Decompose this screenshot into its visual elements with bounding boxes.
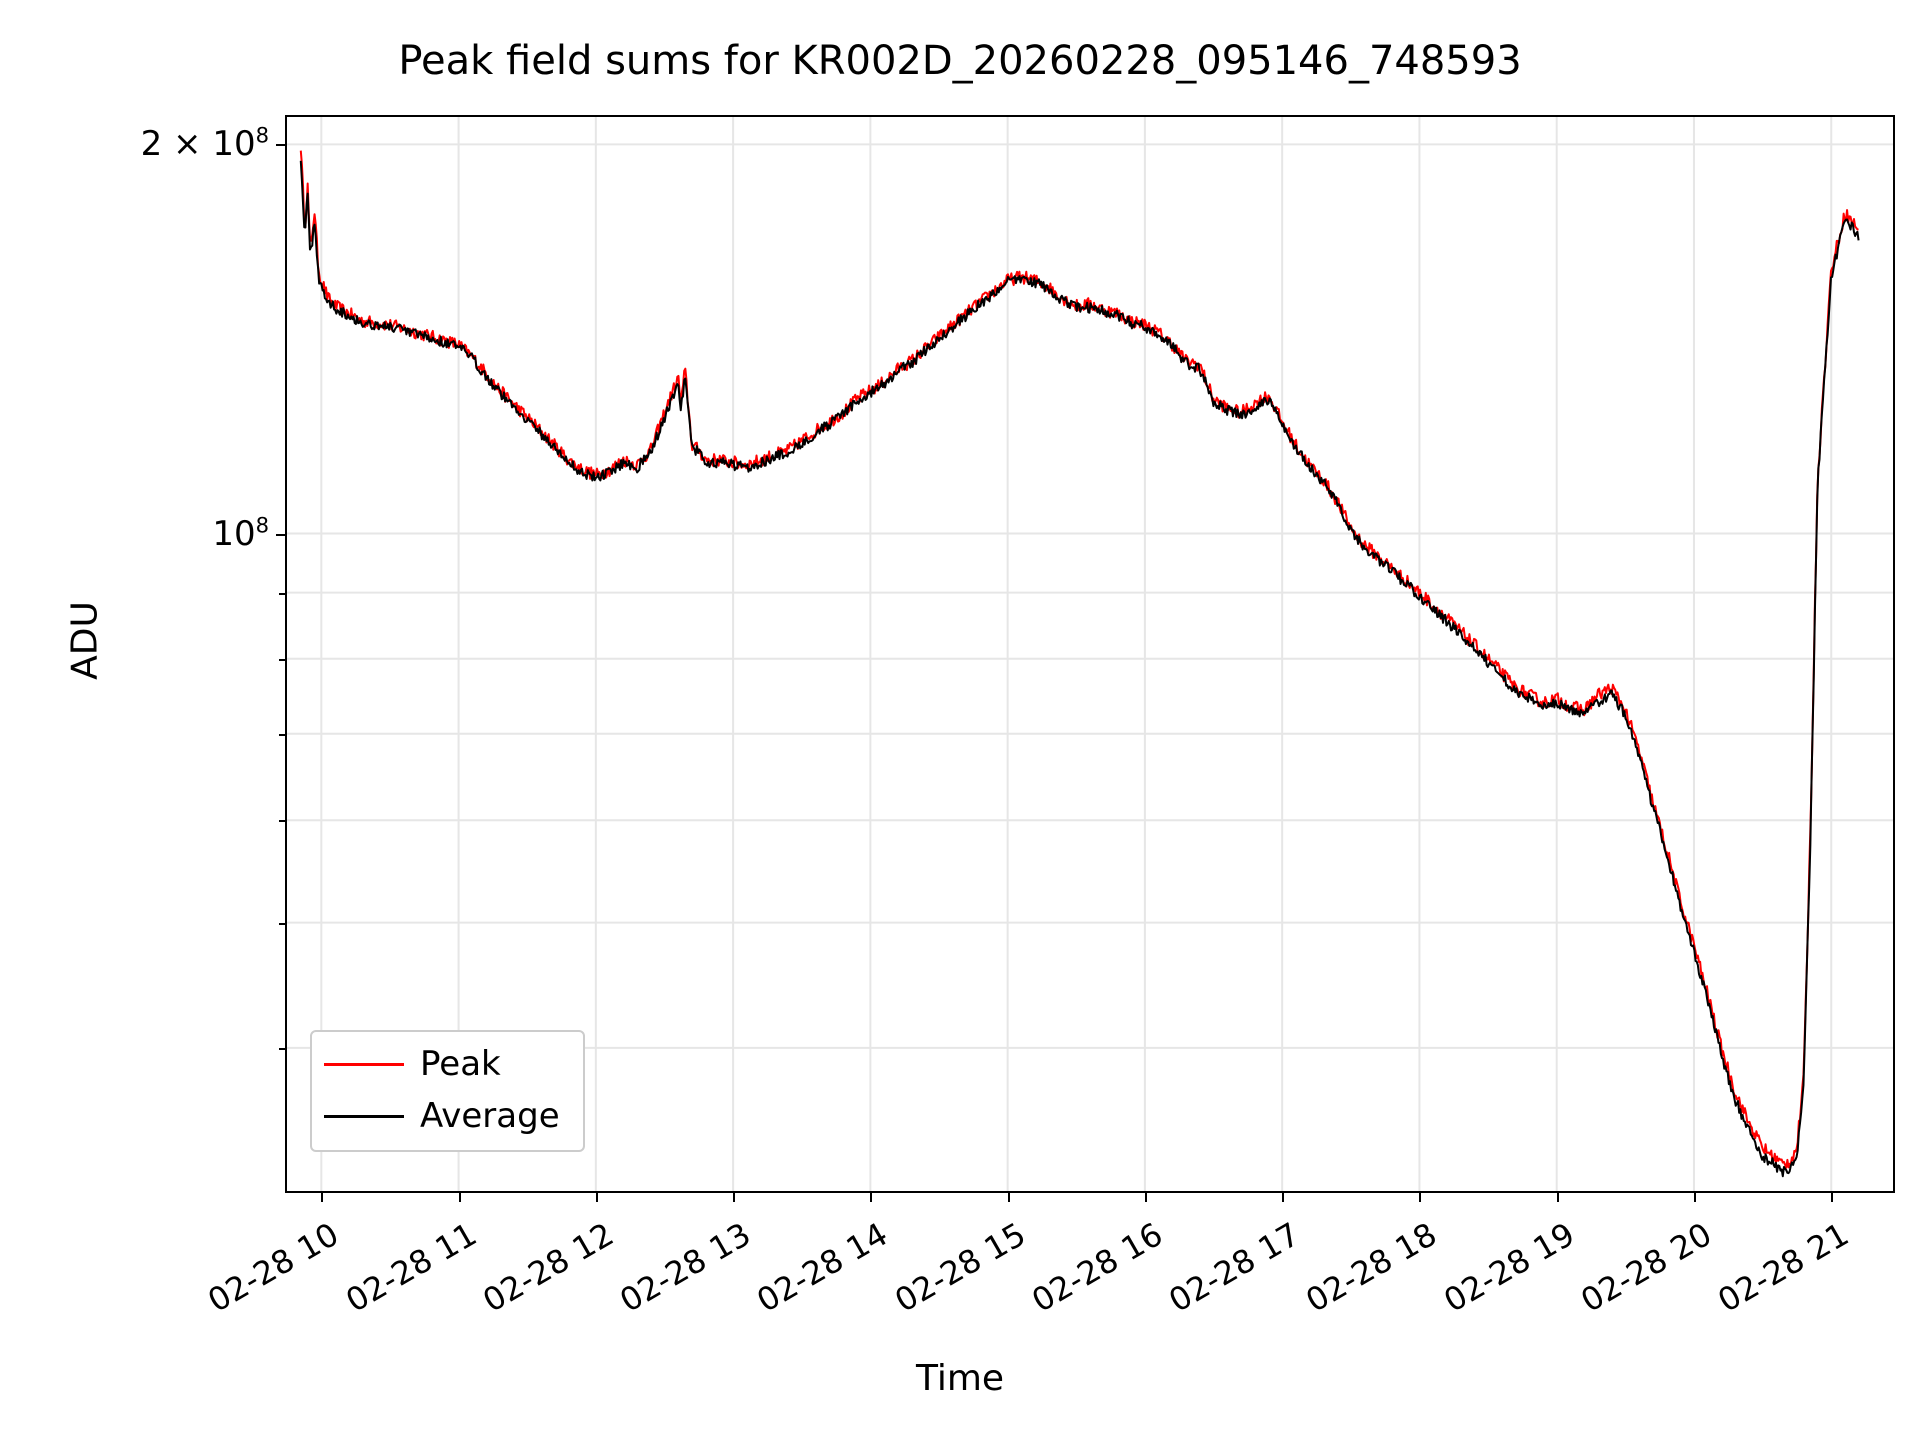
- y-axis-label: ADU: [64, 601, 106, 680]
- x-tick-mark: [321, 1193, 324, 1202]
- plot-area: [285, 115, 1895, 1193]
- y-minor-tick-mark: [279, 922, 285, 925]
- x-tick-mark: [1007, 1193, 1010, 1202]
- gridlines: [287, 117, 1893, 1191]
- x-tick-mark: [733, 1193, 736, 1202]
- legend-label: Average: [420, 1096, 560, 1136]
- legend-label: Peak: [420, 1044, 501, 1084]
- legend-swatch-average: [324, 1114, 404, 1118]
- y-tick-label: 2 × 108: [140, 123, 269, 165]
- y-minor-tick-mark: [279, 658, 285, 661]
- y-minor-tick-mark: [279, 1047, 285, 1050]
- legend-entry-peak[interactable]: Peak: [324, 1040, 501, 1088]
- x-tick-mark: [1282, 1193, 1285, 1202]
- chart-title: Peak field sums for KR002D_20260228_0951…: [398, 38, 1522, 84]
- legend-swatch-peak: [324, 1062, 404, 1066]
- data-series-group: [299, 150, 1860, 1178]
- plot-svg: [287, 117, 1893, 1191]
- x-tick-mark: [1831, 1193, 1834, 1202]
- legend[interactable]: Peak Average: [310, 1030, 585, 1152]
- x-tick-mark: [595, 1193, 598, 1202]
- series-line-average: [299, 160, 1860, 1178]
- y-minor-tick-mark: [279, 820, 285, 823]
- x-tick-mark: [458, 1193, 461, 1202]
- y-tick-label: 108: [212, 512, 269, 554]
- y-minor-tick-mark: [279, 144, 285, 147]
- y-tick-mark: [276, 533, 285, 536]
- x-tick-mark: [1556, 1193, 1559, 1202]
- x-tick-mark: [1419, 1193, 1422, 1202]
- x-tick-mark: [870, 1193, 873, 1202]
- x-tick-mark: [1693, 1193, 1696, 1202]
- y-minor-tick-mark: [279, 733, 285, 736]
- x-tick-mark: [1144, 1193, 1147, 1202]
- x-axis-label: Time: [915, 1358, 1005, 1399]
- legend-entry-average[interactable]: Average: [324, 1092, 560, 1140]
- y-minor-tick-mark: [279, 592, 285, 595]
